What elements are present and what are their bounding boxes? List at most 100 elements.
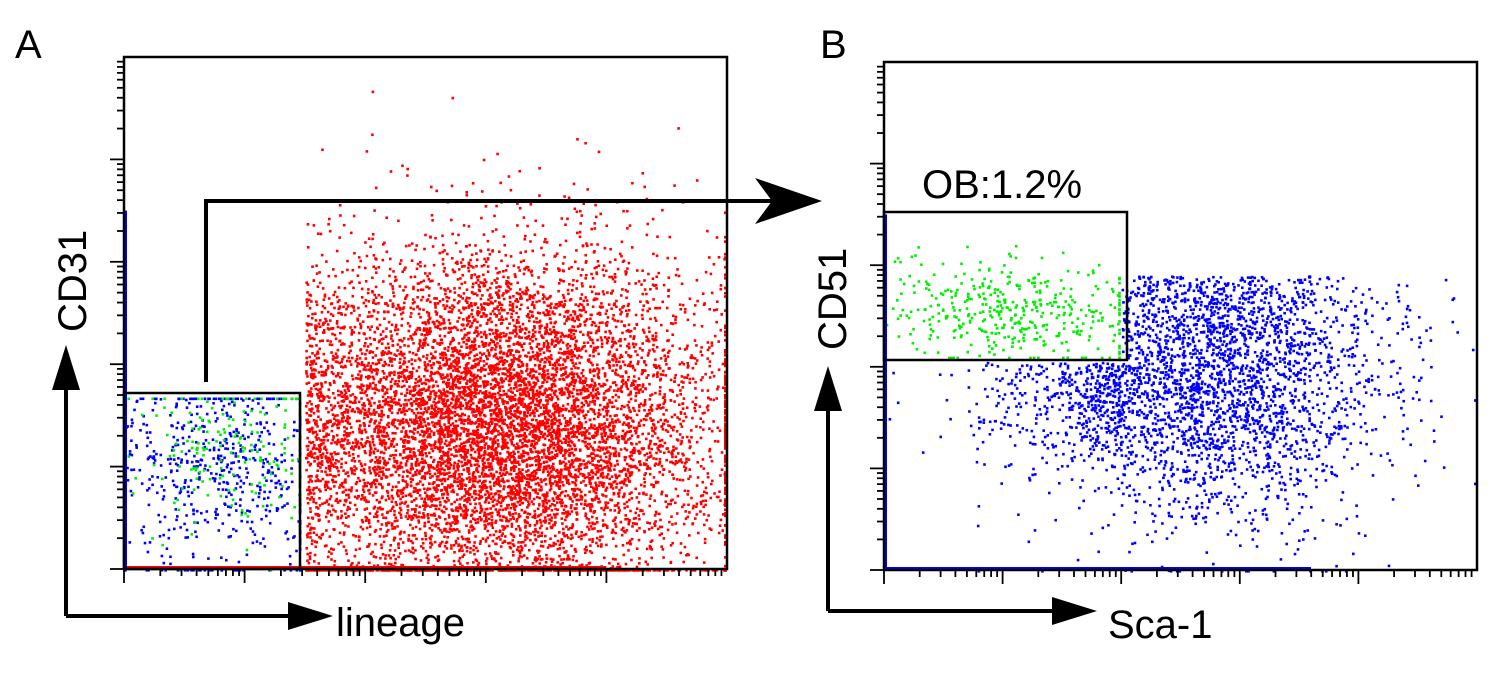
data-point <box>468 498 471 502</box>
data-point <box>347 434 351 437</box>
data-point <box>579 323 582 326</box>
data-point <box>402 470 405 474</box>
data-point <box>387 421 390 425</box>
data-point <box>318 281 322 285</box>
data-point <box>621 423 625 426</box>
data-point <box>390 323 394 327</box>
data-point <box>358 370 362 373</box>
data-point <box>474 347 478 351</box>
data-point <box>398 308 402 311</box>
data-point <box>680 282 684 286</box>
data-point <box>632 426 636 430</box>
data-point <box>625 484 628 487</box>
data-point <box>580 434 584 437</box>
data-point <box>573 400 577 403</box>
data-point <box>420 298 423 302</box>
data-point <box>529 423 533 426</box>
data-point <box>374 383 377 387</box>
data-point <box>443 347 447 350</box>
data-point <box>519 489 522 493</box>
data-point <box>355 481 359 484</box>
data-point <box>468 437 471 441</box>
data-point <box>502 334 506 338</box>
data-point <box>544 561 548 564</box>
data-point <box>486 536 489 540</box>
data-point <box>704 270 708 274</box>
data-point <box>358 547 361 551</box>
data-point <box>676 494 680 498</box>
data-point <box>343 355 346 359</box>
data-point <box>669 322 673 325</box>
data-point <box>557 424 560 428</box>
data-point <box>491 309 495 313</box>
data-point <box>472 340 476 344</box>
data-point <box>441 262 445 266</box>
data-point <box>706 475 710 479</box>
data-point <box>437 321 441 324</box>
data-point <box>351 401 355 405</box>
data-point <box>438 300 442 303</box>
data-point <box>373 564 376 568</box>
data-point <box>360 361 364 364</box>
data-point <box>468 540 471 544</box>
data-point <box>342 533 346 536</box>
data-point <box>524 483 528 487</box>
data-point <box>366 415 370 418</box>
data-point <box>519 498 522 502</box>
data-point <box>317 322 321 326</box>
data-point <box>611 487 615 490</box>
data-point <box>492 367 496 370</box>
data-point <box>605 446 608 449</box>
data-point <box>312 411 316 415</box>
data-point <box>694 304 697 307</box>
data-point <box>517 380 520 383</box>
data-point <box>573 336 576 339</box>
data-point <box>396 349 399 352</box>
data-point <box>512 485 515 488</box>
data-point <box>457 473 461 476</box>
data-point <box>463 398 467 402</box>
data-point <box>627 522 630 526</box>
data-point <box>507 339 511 343</box>
data-point <box>377 569 380 572</box>
data-point <box>473 331 476 335</box>
data-point <box>470 392 473 396</box>
data-point <box>462 447 465 450</box>
data-point <box>551 311 554 315</box>
data-point <box>561 408 564 411</box>
data-point <box>684 415 688 419</box>
data-point <box>548 296 551 299</box>
data-point <box>639 483 643 487</box>
data-point <box>446 536 449 539</box>
data-point <box>481 418 484 422</box>
data-point <box>564 451 567 454</box>
data-point <box>646 222 649 226</box>
data-point <box>681 407 685 410</box>
data-point <box>670 452 673 455</box>
data-point <box>626 387 630 391</box>
data-point <box>527 392 531 395</box>
data-point <box>395 307 398 310</box>
data-point <box>473 506 477 510</box>
data-point <box>488 294 491 297</box>
data-point <box>497 535 501 539</box>
data-point <box>502 569 505 572</box>
data-point <box>516 319 519 322</box>
data-point <box>491 409 494 412</box>
data-point <box>427 314 431 317</box>
data-point <box>496 400 499 404</box>
data-point <box>516 484 520 487</box>
data-point <box>563 195 566 198</box>
data-point <box>586 442 590 446</box>
data-point <box>442 270 446 273</box>
data-point <box>444 356 448 360</box>
data-point <box>513 404 517 408</box>
data-point <box>671 314 675 318</box>
data-point <box>671 344 674 348</box>
data-point <box>564 462 568 466</box>
data-point <box>396 427 399 430</box>
data-point <box>382 439 386 442</box>
data-point <box>511 543 515 546</box>
data-point <box>590 456 594 460</box>
data-point <box>476 311 479 315</box>
